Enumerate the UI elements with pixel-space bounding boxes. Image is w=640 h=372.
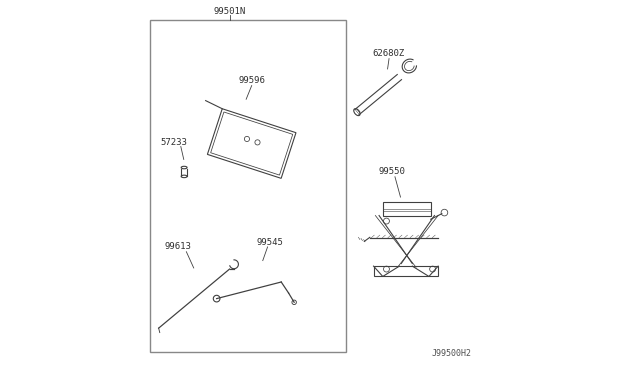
Bar: [150, 20, 346, 352]
Text: 57233: 57233: [161, 138, 188, 147]
Text: 62680Z: 62680Z: [372, 49, 404, 58]
Bar: [374, 266, 438, 276]
Text: 99596: 99596: [238, 76, 265, 85]
Bar: [383, 202, 431, 215]
Text: 99550: 99550: [379, 167, 405, 176]
Text: 99613: 99613: [164, 243, 191, 251]
Text: 99501N: 99501N: [213, 7, 246, 16]
Text: J99500H2: J99500H2: [431, 350, 471, 359]
Text: 99545: 99545: [257, 238, 284, 247]
